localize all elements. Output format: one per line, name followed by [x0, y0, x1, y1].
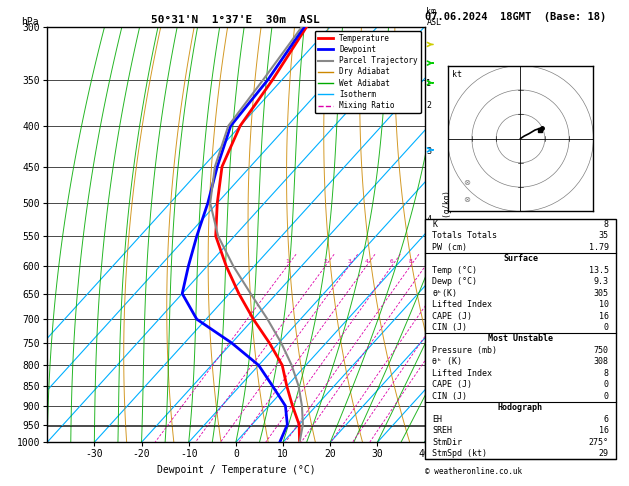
- Text: 0: 0: [604, 323, 609, 332]
- Text: 10: 10: [599, 300, 609, 309]
- Text: Totals Totals: Totals Totals: [432, 231, 498, 241]
- Text: 8: 8: [604, 220, 609, 229]
- Text: 16: 16: [599, 312, 609, 321]
- Text: θᵏ(K): θᵏ(K): [432, 289, 457, 297]
- Text: K: K: [432, 220, 437, 229]
- Text: CIN (J): CIN (J): [432, 392, 467, 401]
- Text: 16: 16: [599, 426, 609, 435]
- Text: Mixing Ratio (g/kg): Mixing Ratio (g/kg): [443, 191, 452, 278]
- Text: 7: 7: [426, 378, 431, 387]
- Text: Most Unstable: Most Unstable: [488, 334, 553, 344]
- Text: 2: 2: [323, 259, 327, 264]
- Text: Pressure (mb): Pressure (mb): [432, 346, 498, 355]
- Text: 275°: 275°: [589, 437, 609, 447]
- Text: 4: 4: [365, 259, 369, 264]
- Text: CAPE (J): CAPE (J): [432, 312, 472, 321]
- Text: 13.5: 13.5: [589, 266, 609, 275]
- Text: 6: 6: [390, 259, 394, 264]
- Text: 3: 3: [347, 259, 351, 264]
- Text: $\otimes$: $\otimes$: [463, 195, 471, 204]
- Text: Dewp (°C): Dewp (°C): [432, 277, 477, 286]
- Text: Surface: Surface: [503, 254, 538, 263]
- X-axis label: Dewpoint / Temperature (°C): Dewpoint / Temperature (°C): [157, 465, 315, 475]
- Text: CIN (J): CIN (J): [432, 323, 467, 332]
- Text: PW (cm): PW (cm): [432, 243, 467, 252]
- Text: SREH: SREH: [432, 426, 452, 435]
- Text: Temp (°C): Temp (°C): [432, 266, 477, 275]
- Text: $\otimes$: $\otimes$: [463, 178, 471, 187]
- Text: 35: 35: [599, 231, 609, 241]
- Text: Lifted Index: Lifted Index: [432, 369, 493, 378]
- Text: 4: 4: [426, 215, 431, 224]
- Text: Hodograph: Hodograph: [498, 403, 543, 412]
- Text: 8: 8: [604, 369, 609, 378]
- Text: 750: 750: [594, 346, 609, 355]
- Text: Lifted Index: Lifted Index: [432, 300, 493, 309]
- Text: 6: 6: [426, 325, 431, 334]
- Text: 305: 305: [594, 289, 609, 297]
- Text: 6: 6: [604, 415, 609, 424]
- Text: 0: 0: [604, 381, 609, 389]
- Text: LCL: LCL: [425, 421, 450, 430]
- Text: 1.79: 1.79: [589, 243, 609, 252]
- Text: 1: 1: [426, 79, 431, 88]
- Text: 0: 0: [604, 392, 609, 401]
- Text: 07.06.2024  18GMT  (Base: 18): 07.06.2024 18GMT (Base: 18): [425, 12, 606, 22]
- Text: 308: 308: [594, 357, 609, 366]
- Text: EH: EH: [432, 415, 442, 424]
- Text: km
ASL: km ASL: [426, 7, 442, 27]
- Text: 3: 3: [426, 147, 431, 156]
- Text: 9.3: 9.3: [594, 277, 609, 286]
- Text: θᵏ (K): θᵏ (K): [432, 357, 462, 366]
- Text: 8: 8: [409, 259, 413, 264]
- Text: 2: 2: [426, 102, 431, 110]
- Text: StmDir: StmDir: [432, 437, 462, 447]
- Text: © weatheronline.co.uk: © weatheronline.co.uk: [425, 467, 521, 476]
- Text: 5: 5: [426, 273, 431, 282]
- Text: CAPE (J): CAPE (J): [432, 381, 472, 389]
- Text: StmSpd (kt): StmSpd (kt): [432, 449, 487, 458]
- Legend: Temperature, Dewpoint, Parcel Trajectory, Dry Adiabat, Wet Adiabat, Isotherm, Mi: Temperature, Dewpoint, Parcel Trajectory…: [314, 31, 421, 113]
- Title: 50°31'N  1°37'E  30m  ASL: 50°31'N 1°37'E 30m ASL: [152, 15, 320, 25]
- Text: kt: kt: [452, 70, 462, 79]
- Text: 8: 8: [426, 429, 431, 438]
- Text: 29: 29: [599, 449, 609, 458]
- Text: hPa: hPa: [21, 17, 38, 27]
- Text: 1: 1: [286, 259, 289, 264]
